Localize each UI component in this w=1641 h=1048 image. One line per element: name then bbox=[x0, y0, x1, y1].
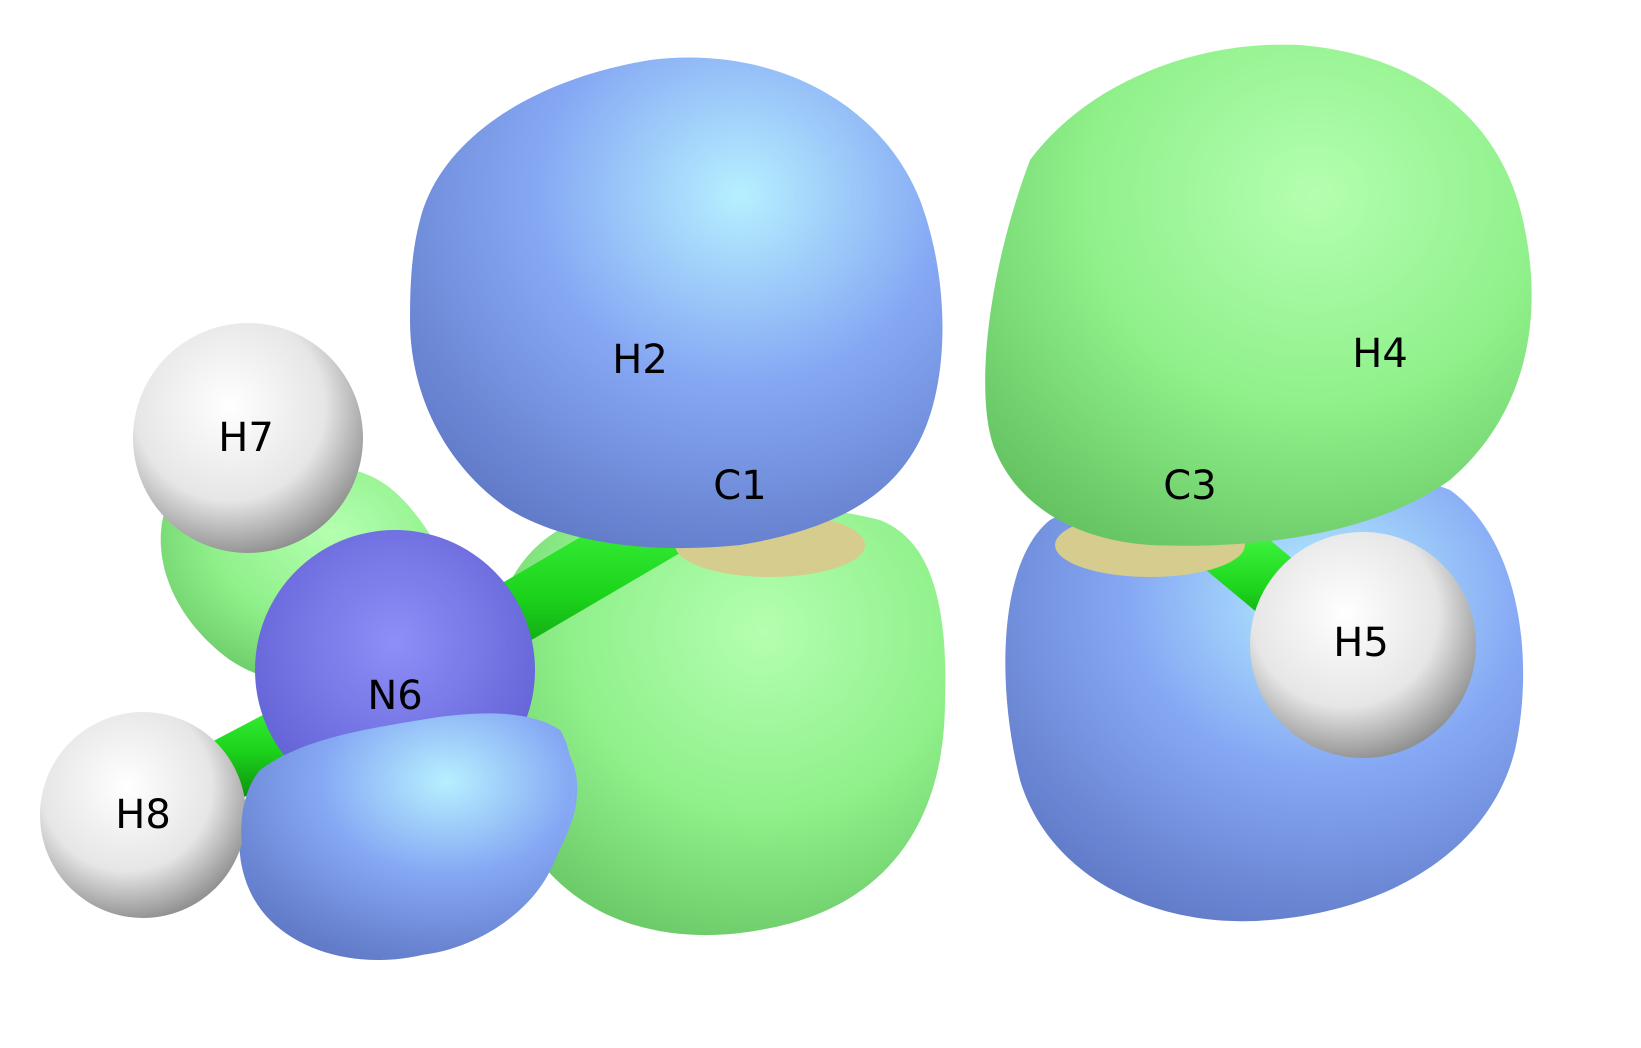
atom-h8 bbox=[40, 712, 246, 918]
orbital-lobe-c3-upper bbox=[985, 44, 1532, 546]
orbital-lobe-c1-upper bbox=[410, 57, 943, 549]
atom-h5 bbox=[1250, 532, 1476, 758]
atom-label-h8: H8 bbox=[115, 792, 171, 838]
atom-label-n6: N6 bbox=[367, 673, 422, 719]
orbital-lobe-c1-lower bbox=[487, 501, 946, 936]
atom-h7 bbox=[133, 323, 363, 553]
atom-label-h4: H4 bbox=[1352, 331, 1408, 377]
atom-label-c1: C1 bbox=[713, 463, 766, 509]
atom-label-h7: H7 bbox=[218, 415, 274, 461]
atom-label-h5: H5 bbox=[1333, 620, 1389, 666]
atom-label-h2: H2 bbox=[612, 337, 668, 383]
orbital-lobe-n6-lower-front bbox=[241, 713, 572, 957]
atom-label-c3: C3 bbox=[1163, 463, 1216, 509]
